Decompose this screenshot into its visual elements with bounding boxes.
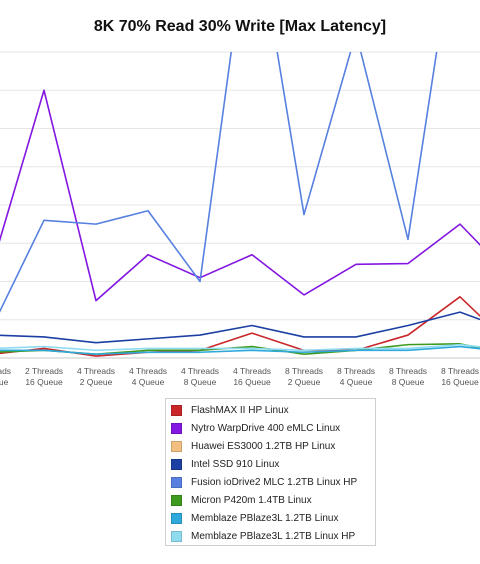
legend-item: Huawei ES3000 1.2TB HP Linux: [171, 437, 375, 455]
legend-swatch: [171, 476, 182, 488]
legend-label: Huawei ES3000 1.2TB HP Linux: [191, 440, 336, 452]
legend-swatch: [171, 458, 182, 470]
series-lines: [0, 52, 480, 362]
series-line-2: [0, 359, 480, 362]
legend-item: Intel SSD 910 Linux: [171, 455, 375, 473]
x-tick-label: 8 Threads 2 Queue: [285, 366, 323, 387]
x-tick-label: 4 Threads 16 Queue: [233, 366, 271, 387]
legend-label: Memblaze PBlaze3L 1.2TB Linux: [191, 512, 339, 524]
legend-swatch: [171, 440, 182, 452]
series-line-4: [0, 52, 438, 313]
chart-title: 8K 70% Read 30% Write [Max Latency]: [93, 18, 387, 35]
legend-item: Memblaze PBlaze3L 1.2TB Linux HP: [171, 527, 375, 545]
x-tick-label: 2 Threads 16 Queue: [25, 366, 63, 387]
legend: FlashMAX II HP Linux Nytro WarpDrive 400 …: [165, 398, 376, 546]
series-line-1: [0, 89, 480, 302]
legend-swatch: [171, 422, 182, 434]
legend-swatch: [171, 512, 182, 524]
gridlines: [0, 51, 480, 359]
legend-item: Memblaze PBlaze3L 1.2TB Linux: [171, 509, 375, 527]
x-tick-label: 8 Threads 4 Queue: [337, 366, 375, 387]
series-line-6: [0, 345, 480, 355]
legend-label: Micron P420m 1.4TB Linux: [191, 494, 312, 506]
legend-label: Memblaze PBlaze3L 1.2TB Linux HP: [191, 530, 356, 542]
series-line-7: [0, 343, 480, 352]
x-tick-label: 4 Threads 2 Queue: [77, 366, 115, 387]
legend-swatch: [171, 404, 182, 416]
legend-swatch: [171, 530, 182, 542]
legend-label: Intel SSD 910 Linux: [191, 458, 280, 470]
legend-item: FlashMAX II HP Linux: [171, 401, 375, 419]
x-tick-label: 4 Threads 8 Queue: [181, 366, 219, 387]
legend-swatch: [171, 494, 182, 506]
legend-label: Nytro WarpDrive 400 eMLC Linux: [191, 422, 341, 434]
legend-item: Fusion ioDrive2 MLC 1.2TB Linux HP: [171, 473, 375, 491]
series-line-3: [0, 311, 480, 344]
legend-label: FlashMAX II HP Linux: [191, 404, 289, 416]
x-tick-label: 8 Threads 16 Queue: [441, 366, 479, 387]
legend-item: Micron P420m 1.4TB Linux: [171, 491, 375, 509]
legend-label: Fusion ioDrive2 MLC 1.2TB Linux HP: [191, 476, 358, 488]
x-tick-label: 4 Threads 4 Queue: [129, 366, 167, 387]
legend-item: Nytro WarpDrive 400 eMLC Linux: [171, 419, 375, 437]
x-tick-label: 8 Threads 8 Queue: [389, 366, 427, 387]
